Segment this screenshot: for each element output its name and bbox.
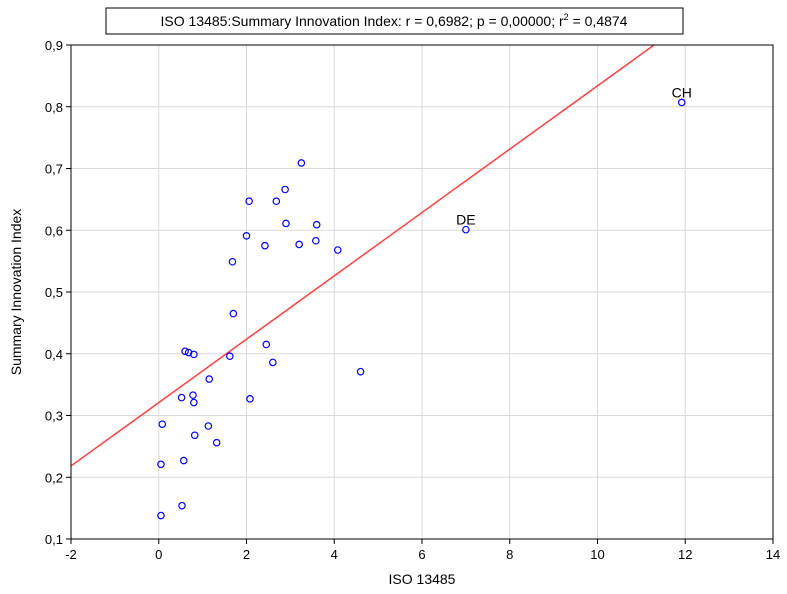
data-point xyxy=(190,431,199,440)
y-tick-label: 0,8 xyxy=(45,100,63,115)
x-tick-label: 6 xyxy=(418,547,425,562)
data-point xyxy=(178,501,186,510)
chart-title-suffix: = 0,4874 xyxy=(569,13,628,29)
x-tick-label: 12 xyxy=(678,547,692,562)
x-tick-label: 2 xyxy=(243,547,250,562)
point-labels: DE CH xyxy=(456,84,692,227)
data-point xyxy=(272,197,281,206)
x-tick-label: 0 xyxy=(155,547,162,562)
point-label: CH xyxy=(672,84,692,100)
data-point xyxy=(312,236,320,245)
x-tick-label: 8 xyxy=(506,547,513,562)
data-point xyxy=(245,197,253,206)
x-axis-title: ISO 13485 xyxy=(389,571,456,587)
point-label: DE xyxy=(456,212,475,228)
data-point xyxy=(295,240,303,249)
data-point xyxy=(356,367,365,376)
y-tick-label: 0,2 xyxy=(45,470,63,485)
data-point xyxy=(281,185,289,194)
data-point xyxy=(158,420,167,428)
y-tick-label: 0,3 xyxy=(45,409,63,424)
data-point xyxy=(181,347,189,356)
data-point xyxy=(242,232,251,240)
data-point xyxy=(204,422,213,430)
x-tick-label: 10 xyxy=(590,547,604,562)
data-point xyxy=(228,257,237,266)
y-tick-label: 0,4 xyxy=(45,347,63,362)
data-point xyxy=(297,159,306,167)
chart-title: ISO 13485:Summary Innovation Index: r = … xyxy=(161,12,628,29)
y-tick-label: 0,7 xyxy=(45,162,63,177)
data-point xyxy=(312,220,321,229)
data-point xyxy=(677,98,686,107)
data-point xyxy=(179,456,188,465)
y-tick-label: 0,6 xyxy=(45,223,63,238)
data-point xyxy=(205,375,214,383)
y-axis-ticks: 0,1 0,2 0,3 0,4 0,5 0,6 0,7 0,8 0,9 xyxy=(45,38,71,547)
data-point xyxy=(189,391,197,399)
data-point xyxy=(177,393,186,402)
data-point xyxy=(333,246,342,254)
chart-title-superscript: 2 xyxy=(564,12,569,22)
x-tick-label: -2 xyxy=(65,547,77,562)
data-point xyxy=(262,340,271,349)
data-point xyxy=(261,241,269,250)
y-tick-label: 0,9 xyxy=(45,38,63,53)
data-point xyxy=(157,460,165,469)
data-point xyxy=(462,225,470,234)
x-axis-ticks: -2 0 2 4 6 8 10 12 14 xyxy=(65,539,780,562)
x-tick-label: 4 xyxy=(331,547,338,562)
data-point xyxy=(190,350,198,359)
data-point xyxy=(229,309,238,318)
y-axis-title: Summary Innovation Index xyxy=(8,209,24,376)
regression-line xyxy=(70,44,655,467)
data-point xyxy=(157,511,165,520)
data-point xyxy=(282,219,290,228)
data-point xyxy=(212,438,221,447)
y-tick-label: 0,5 xyxy=(45,285,63,300)
chart-title-main: ISO 13485:Summary Innovation Index: r = … xyxy=(161,13,564,29)
data-point xyxy=(226,352,234,361)
data-points xyxy=(157,98,686,520)
data-point xyxy=(246,395,254,403)
y-tick-label: 0,1 xyxy=(45,532,63,547)
grid-lines xyxy=(71,45,773,539)
title-box xyxy=(105,7,684,35)
x-tick-label: 14 xyxy=(766,547,780,562)
data-point xyxy=(269,358,277,367)
regression-line-group xyxy=(70,44,655,467)
data-point xyxy=(190,398,198,407)
